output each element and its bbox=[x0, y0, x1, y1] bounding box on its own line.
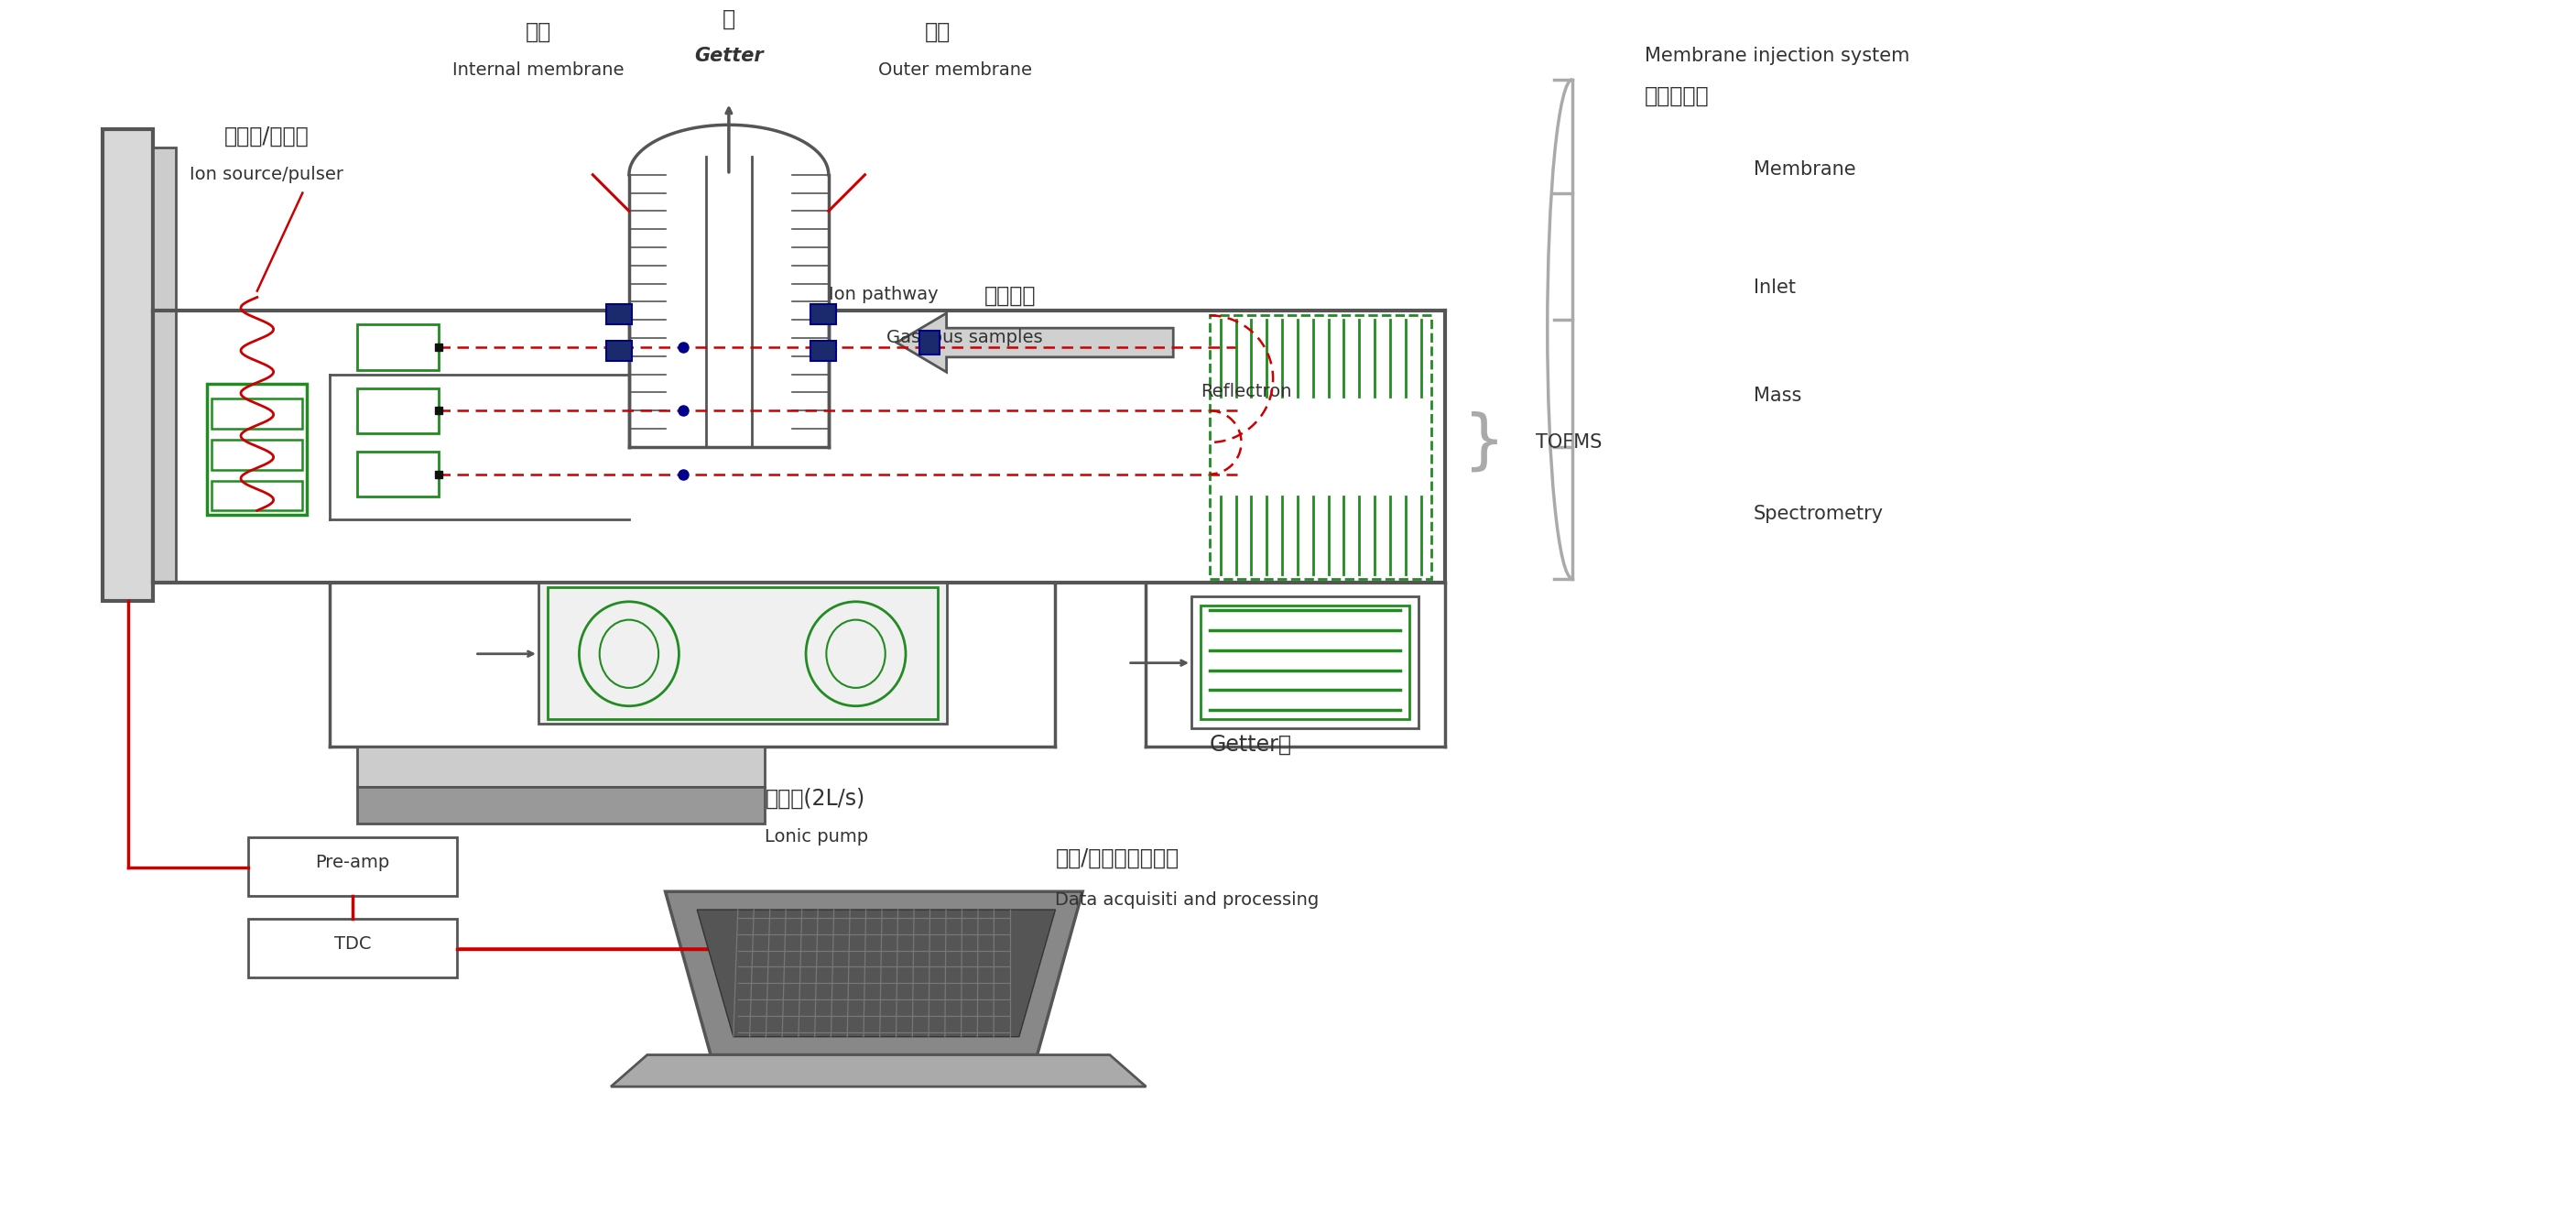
Bar bbox=[358, 787, 765, 824]
Bar bbox=[1211, 315, 1432, 578]
Text: 膜进样系统: 膜进样系统 bbox=[1646, 84, 1710, 106]
Bar bbox=[358, 325, 438, 370]
Bar bbox=[211, 398, 301, 429]
Bar bbox=[811, 341, 835, 360]
Text: 气态样品: 气态样品 bbox=[984, 285, 1036, 307]
Polygon shape bbox=[611, 1055, 1146, 1086]
Text: }: } bbox=[1463, 411, 1504, 474]
Text: Spectrometry: Spectrometry bbox=[1754, 505, 1883, 523]
Text: Mass: Mass bbox=[1754, 387, 1801, 406]
Bar bbox=[206, 384, 307, 514]
Text: Membrane: Membrane bbox=[1754, 160, 1855, 178]
Text: TDC: TDC bbox=[335, 935, 371, 952]
Text: Gaseous samples: Gaseous samples bbox=[886, 329, 1043, 346]
Bar bbox=[605, 304, 631, 325]
Bar bbox=[920, 331, 940, 354]
Text: Internal membrane: Internal membrane bbox=[453, 61, 623, 78]
Text: TOFMS: TOFMS bbox=[1535, 434, 1602, 452]
Polygon shape bbox=[665, 892, 1082, 1055]
Text: 泵: 泵 bbox=[721, 7, 734, 29]
Text: Data acquisiti and processing: Data acquisiti and processing bbox=[1056, 891, 1319, 909]
Text: Ion pathway: Ion pathway bbox=[829, 286, 938, 303]
Bar bbox=[211, 440, 301, 469]
Bar bbox=[247, 919, 456, 978]
Text: 内膜: 内膜 bbox=[526, 21, 551, 43]
Bar bbox=[152, 148, 175, 583]
Text: Getter泵: Getter泵 bbox=[1211, 733, 1293, 755]
Text: 外膜: 外膜 bbox=[925, 21, 951, 43]
Text: Inlet: Inlet bbox=[1754, 279, 1795, 297]
Text: Membrane injection system: Membrane injection system bbox=[1646, 46, 1909, 65]
Text: Getter: Getter bbox=[693, 46, 762, 65]
Text: Lonic pump: Lonic pump bbox=[765, 829, 868, 846]
Text: Pre-amp: Pre-amp bbox=[314, 853, 389, 871]
Bar bbox=[1193, 596, 1419, 728]
Text: 控制/数据采集与处理: 控制/数据采集与处理 bbox=[1056, 847, 1180, 869]
FancyArrow shape bbox=[896, 313, 1172, 373]
Text: Ion source/pulser: Ion source/pulser bbox=[188, 165, 343, 183]
Bar bbox=[549, 588, 938, 720]
Bar bbox=[103, 130, 152, 601]
Bar bbox=[811, 304, 835, 325]
Bar bbox=[538, 583, 945, 723]
Bar bbox=[358, 451, 438, 497]
Text: Outer membrane: Outer membrane bbox=[878, 61, 1033, 78]
Bar bbox=[358, 389, 438, 434]
Bar bbox=[1200, 606, 1409, 720]
Bar bbox=[605, 341, 631, 360]
Text: 离子泵(2L/s): 离子泵(2L/s) bbox=[765, 788, 866, 810]
Text: 离子源/脉冲器: 离子源/脉冲器 bbox=[224, 126, 309, 148]
Bar bbox=[247, 837, 456, 896]
Bar bbox=[211, 480, 301, 511]
Bar bbox=[358, 747, 765, 787]
Text: Reflectron: Reflectron bbox=[1200, 384, 1291, 401]
Polygon shape bbox=[698, 909, 1056, 1036]
